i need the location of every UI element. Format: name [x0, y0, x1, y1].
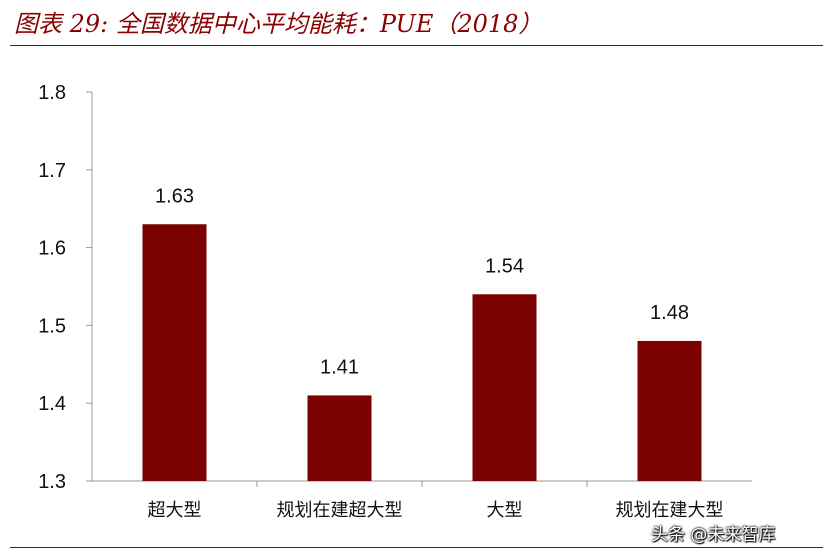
y-tick-label: 1.6 [38, 238, 66, 260]
y-tick-label: 1.8 [38, 82, 66, 104]
bar [637, 340, 702, 481]
data-label: 1.48 [650, 302, 689, 324]
bar [142, 224, 207, 481]
category-label: 规划在建超大型 [277, 500, 403, 521]
y-tick-label: 1.3 [38, 471, 66, 493]
data-label: 1.41 [320, 356, 359, 378]
chart-title: 图表 29: 全国数据中心平均能耗：PUE（2018） [14, 10, 543, 38]
bottom-divider [10, 547, 823, 548]
data-label: 1.54 [485, 255, 524, 277]
watermark-text: 头条 @未来智库 [651, 525, 776, 545]
bar [472, 294, 537, 481]
data-label: 1.63 [155, 185, 194, 207]
bar [307, 395, 372, 481]
category-label: 大型 [487, 500, 523, 521]
y-tick-label: 1.5 [38, 315, 66, 337]
title-divider [10, 45, 823, 46]
y-tick-label: 1.7 [38, 160, 66, 182]
y-tick-label: 1.4 [38, 393, 66, 415]
category-label: 超大型 [148, 500, 202, 521]
category-label: 规划在建大型 [616, 500, 724, 521]
